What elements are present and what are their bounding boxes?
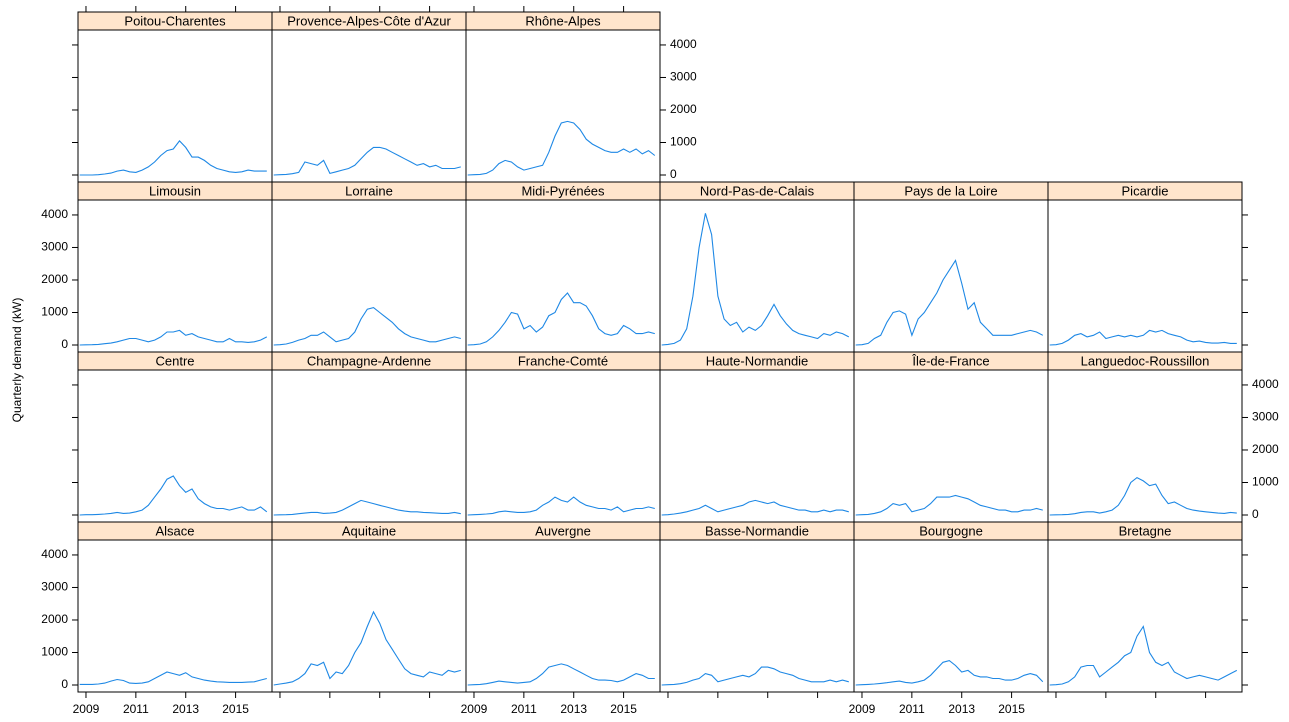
- strip-label: Picardie: [1122, 183, 1169, 198]
- y-tick-label: 4000: [41, 547, 68, 561]
- strip-label: Bretagne: [1119, 523, 1172, 538]
- series-line: [1049, 476, 1237, 516]
- panel: [1047, 539, 1243, 693]
- panel: [465, 369, 661, 523]
- panel: [77, 539, 273, 693]
- series-line: [273, 499, 461, 516]
- strip-label: Île-de-France: [911, 353, 989, 368]
- series-line: [661, 499, 849, 516]
- series-line: [855, 659, 1044, 686]
- x-tick-label: 2015: [998, 702, 1025, 716]
- panel: [465, 29, 661, 183]
- y-tick-label: 4000: [670, 37, 697, 51]
- panel: [77, 199, 273, 353]
- series-line: [79, 671, 267, 685]
- x-tick-label: 2015: [222, 702, 249, 716]
- series-line: [467, 292, 655, 346]
- x-tick-label: 2013: [172, 702, 199, 716]
- y-tick-label: 3000: [1252, 410, 1279, 424]
- panel: [271, 29, 467, 183]
- panel: [77, 369, 273, 523]
- panel: [465, 539, 661, 693]
- y-tick-label: 1000: [1252, 475, 1279, 489]
- strip-label: Champagne-Ardenne: [307, 353, 431, 368]
- y-tick-label: 3000: [41, 240, 68, 254]
- y-tick-label: 1000: [41, 305, 68, 319]
- series-line: [273, 306, 461, 346]
- series-line: [79, 475, 268, 516]
- x-tick-label: 2013: [948, 702, 975, 716]
- strip-label: Bourgogne: [919, 523, 983, 538]
- strip-label: Provence-Alpes-Côte d'Azur: [287, 13, 451, 28]
- x-tick-label: 2015: [610, 702, 637, 716]
- x-tick-label: 2009: [461, 702, 488, 716]
- panel: [271, 199, 467, 353]
- x-tick-label: 2009: [73, 702, 100, 716]
- panel: [659, 369, 855, 523]
- y-tick-label: 0: [1252, 507, 1259, 521]
- x-tick-label: 2011: [511, 702, 537, 716]
- x-tick-label: 2013: [560, 702, 587, 716]
- series-line: [1049, 625, 1238, 686]
- panel: [77, 29, 273, 183]
- strip-label: Alsace: [155, 523, 194, 538]
- y-tick-label: 0: [670, 167, 677, 181]
- strip-label: Languedoc-Roussillon: [1081, 353, 1210, 368]
- panel: [1047, 369, 1243, 523]
- strip-label: Poitou-Charentes: [124, 13, 226, 28]
- panel: [271, 539, 467, 693]
- y-tick-label: 2000: [670, 102, 697, 116]
- y-tick-label: 4000: [1252, 377, 1279, 391]
- y-tick-label: 1000: [41, 645, 68, 659]
- strip-label: Midi-Pyrénées: [521, 183, 605, 198]
- y-tick-label: 0: [61, 337, 68, 351]
- panel: [271, 369, 467, 523]
- y-tick-label: 3000: [41, 580, 68, 594]
- panel: [659, 539, 855, 693]
- panel: [853, 539, 1049, 693]
- series-line: [273, 610, 461, 686]
- strip-label: Centre: [155, 353, 194, 368]
- y-tick-label: 3000: [670, 70, 697, 84]
- y-tick-label: 1000: [670, 135, 697, 149]
- series-line: [467, 496, 655, 516]
- series-line: [1049, 329, 1237, 346]
- strip-label: Pays de la Loire: [904, 183, 997, 198]
- series-line: [661, 666, 849, 686]
- x-tick-label: 2011: [123, 702, 149, 716]
- series-line: [79, 329, 268, 346]
- y-tick-label: 2000: [41, 612, 68, 626]
- strip-label: Lorraine: [345, 183, 393, 198]
- strip-label: Aquitaine: [342, 523, 396, 538]
- series-line: [467, 120, 656, 176]
- y-tick-label: 4000: [41, 207, 68, 221]
- series-line: [79, 140, 267, 176]
- x-tick-label: 2009: [849, 702, 876, 716]
- panel: [853, 369, 1049, 523]
- series-line: [855, 494, 1043, 516]
- x-tick-label: 2011: [899, 702, 925, 716]
- strip-label: Haute-Normandie: [706, 353, 809, 368]
- series-line: [661, 213, 850, 346]
- strip-label: Rhône-Alpes: [525, 13, 601, 28]
- strip-label: Auvergne: [535, 523, 591, 538]
- strip-label: Basse-Normandie: [705, 523, 809, 538]
- strip-label: Franche-Comté: [518, 353, 608, 368]
- y-tick-label: 0: [61, 677, 68, 691]
- series-line: [467, 663, 655, 686]
- y-axis-label: Quarterly demand (kW): [10, 298, 24, 423]
- strip-label: Limousin: [149, 183, 201, 198]
- series-line: [855, 259, 1044, 346]
- series-line: [273, 146, 461, 176]
- panel: [1047, 199, 1243, 353]
- strip-label: Nord-Pas-de-Calais: [700, 183, 815, 198]
- y-tick-label: 2000: [1252, 442, 1279, 456]
- y-tick-label: 2000: [41, 272, 68, 286]
